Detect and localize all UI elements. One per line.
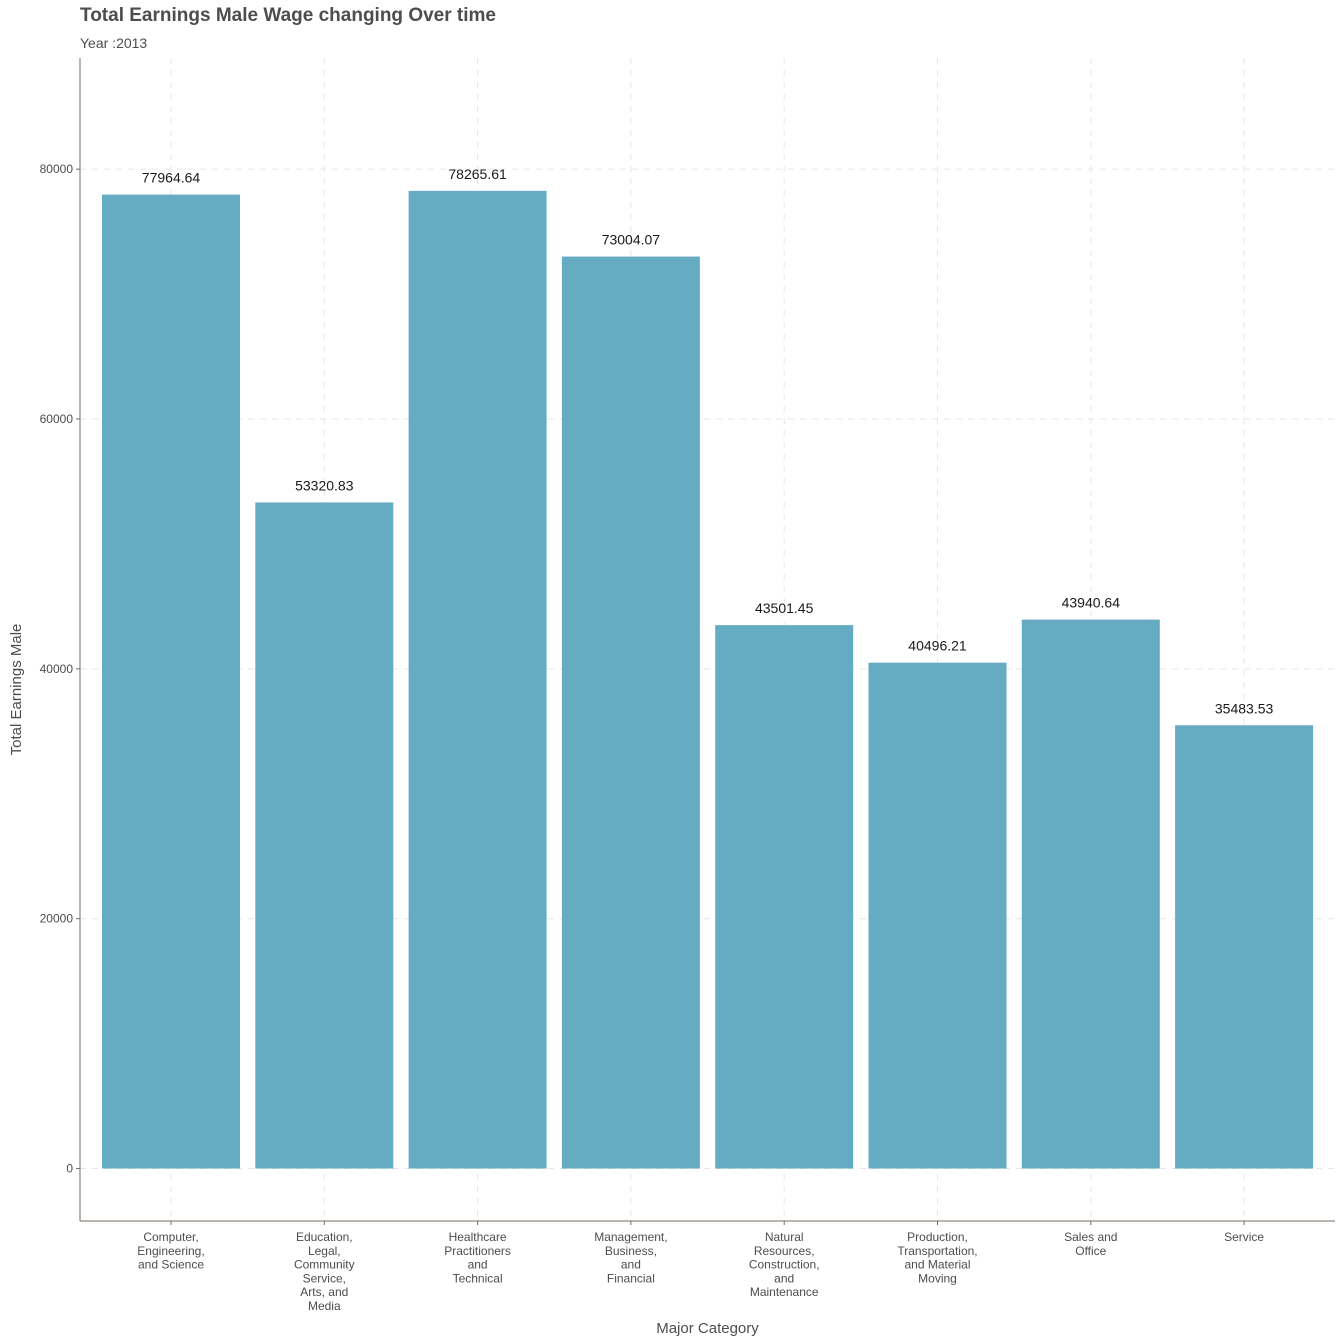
x-tick-label: Service [1224,1230,1264,1244]
x-tick-labels: Computer, Engineering, and Science Educatio… [137,1221,1264,1313]
x-tick-label: Education, Legal, Community Service, Arts, a… [294,1230,355,1313]
bar [1175,725,1314,1169]
bar [868,662,1007,1169]
bar-value-label: 40496.21 [908,638,967,654]
y-tick-label: 20000 [40,912,74,926]
x-tick-label: Production, Transportation, and Material Mo… [897,1230,977,1285]
bar-value-label: 43940.64 [1062,595,1121,611]
bars [102,190,1314,1169]
bar-value-label: 78265.61 [448,166,507,182]
bar-value-label: 35483.53 [1215,700,1274,716]
bar-value-label: 73004.07 [602,232,661,248]
y-tick-label: 0 [66,1162,73,1176]
x-tick-label: Sales and Office [1064,1230,1117,1258]
bar [408,190,547,1169]
bar-value-label: 77964.64 [142,170,201,186]
y-tick-labels: 0 20000 40000 60000 80000 [40,162,80,1176]
y-tick-label: 40000 [40,662,74,676]
y-axis-title: Total Earnings Male [8,624,25,756]
bar [102,194,240,1169]
chart-subtitle: Year :2013 [80,35,148,51]
axes [79,58,1335,1222]
chart-title: Total Earnings Male Wage changing Over t… [80,5,496,26]
bar-value-label: 43501.45 [755,600,814,616]
y-tick-label: 60000 [40,412,74,426]
bar [715,625,854,1169]
x-tick-label: Computer, Engineering, and Science [137,1230,204,1272]
x-tick-label: Natural Resources, Construction, and Mainten… [749,1230,820,1299]
bar-value-label: 53320.83 [295,477,354,493]
y-tick-label: 80000 [40,162,74,176]
bar [255,502,394,1169]
bar [561,256,700,1169]
x-axis-title: Major Category [656,1320,759,1337]
data-labels: 77964.64 53320.83 78265.61 73004.07 43501.45… [142,166,1274,716]
bar [1021,619,1160,1169]
x-tick-label: Management, Business, and Financial [594,1230,667,1285]
x-tick-label: Healthcare Practitioners and Technical [444,1230,511,1285]
